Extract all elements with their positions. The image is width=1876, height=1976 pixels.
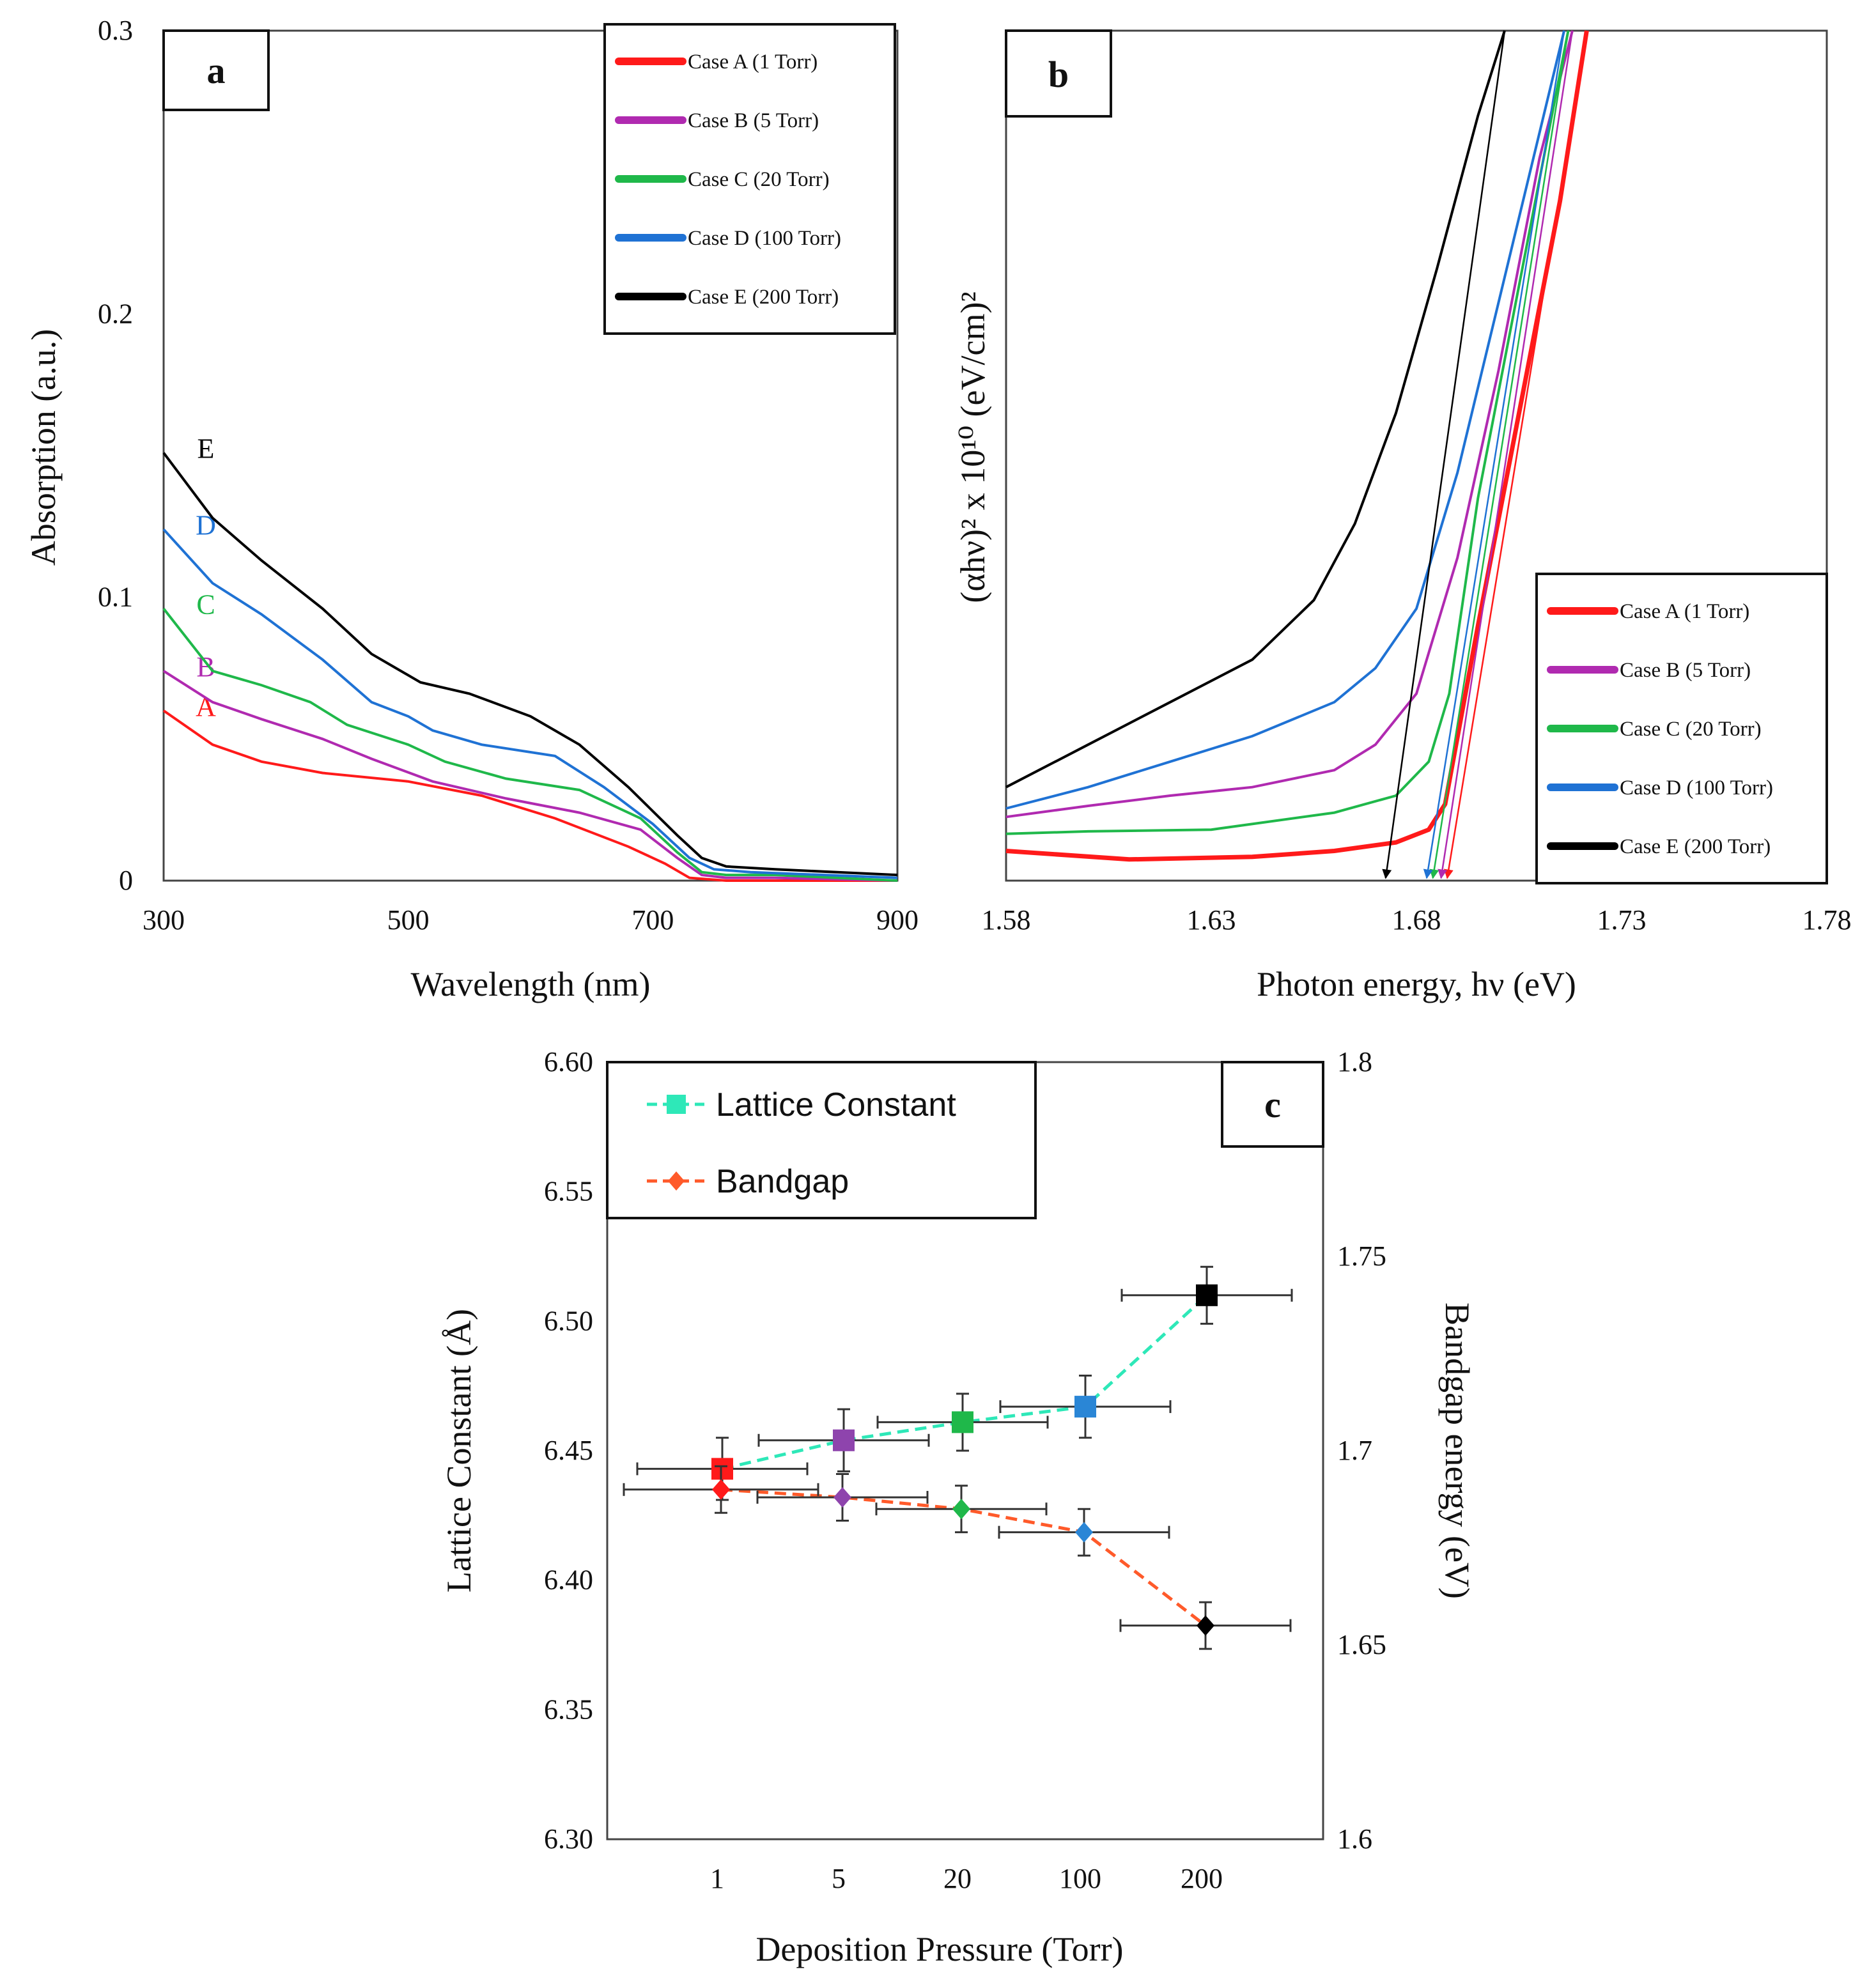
panel-c-ytick-6-45: 6.45	[544, 1435, 593, 1466]
panel-c-y2tick-1-8: 1.8	[1337, 1046, 1372, 1077]
panel-c-y2tick-1-6: 1.6	[1337, 1823, 1372, 1855]
panel-b-tangent-case-c-20-torr	[1429, 30, 1569, 879]
panel-b-tangent-case-d-100-torr	[1423, 30, 1565, 879]
panel-c-point-bandgap-20	[952, 1499, 970, 1520]
panel-b-xtick-1-78: 1.78	[1802, 904, 1852, 936]
panel-c-ytick-6-60: 6.60	[544, 1046, 593, 1077]
panel-a-legend-label-C: Case C (20 Torr)	[688, 168, 830, 191]
panel-a-ytick-0-2: 0.2	[98, 298, 133, 329]
panel-b-tangent-case-a-1-torr	[1443, 30, 1588, 879]
panel-b-label: b	[1048, 54, 1069, 95]
panel-a-legend-label-D: Case D (100 Torr)	[688, 227, 841, 250]
panel-a-plot-area	[162, 29, 899, 882]
panel-b-legend-label-case-d-100-torr: Case D (100 Torr)	[1620, 776, 1773, 799]
panel-a-xtick-700: 700	[632, 904, 674, 936]
panel-c-xtick-5: 5	[832, 1863, 846, 1894]
panel-c-legend-label-bandgap: Bandgap	[716, 1163, 849, 1200]
panel-a-ytick-0: 0	[119, 865, 133, 896]
panel-c-point-lattice-5	[833, 1429, 855, 1451]
panel-c-ylabel: Lattice Constant (Å)	[440, 1309, 478, 1593]
panel-c-ytick-6-40: 6.40	[544, 1564, 593, 1596]
panel-c-xtick-20: 20	[943, 1863, 972, 1894]
panel-a-label-box	[162, 29, 270, 111]
panel-b-tangent-case-b-5-torr	[1438, 30, 1574, 879]
panel-c-legend-label-lattice-constant: Lattice Constant	[716, 1086, 956, 1123]
panel-c-point-bandgap-1	[712, 1479, 730, 1500]
panel-c-point-lattice-20	[952, 1411, 973, 1433]
panel-c-xtick-1: 1	[710, 1863, 724, 1894]
panel-b-label-box	[1005, 29, 1112, 118]
panel-b-ylabel: (αhν)² x 10¹⁰ (eV/cm)²	[954, 291, 992, 603]
panel-a-curve-label-D: D	[196, 509, 216, 541]
panel-c-label: c	[1264, 1084, 1281, 1125]
panel-a-curve-label-C: C	[196, 589, 215, 620]
panel-c-legend-marker-bandgap	[668, 1171, 685, 1191]
panel-b-curve-case-b-5-torr	[1005, 30, 1574, 819]
panel-c-ytick-6-50: 6.50	[544, 1305, 593, 1336]
panel-c-point-bandgap-200	[1197, 1615, 1214, 1636]
panel-a-xtick-500: 500	[387, 904, 430, 936]
panel-c-xtick-100: 100	[1059, 1863, 1101, 1894]
panel-b-curve-case-a-1-torr	[1005, 30, 1589, 862]
panel-b-xtick-1-63: 1.63	[1187, 904, 1236, 936]
panel-b-xtick-1-68: 1.68	[1392, 904, 1441, 936]
panel-c-y2tick-1-65: 1.65	[1337, 1629, 1386, 1660]
panel-c-legend: Lattice Constant Bandgap	[606, 1061, 1037, 1219]
panel-a-xtick-300: 300	[143, 904, 185, 936]
panel-a-curve-A	[162, 709, 897, 882]
panel-a-curve-E	[162, 452, 898, 877]
panel-a-xlabel: Wavelength (nm)	[410, 965, 650, 1003]
panel-a-xtick-900: 900	[876, 904, 919, 936]
panel-c-point-lattice-100	[1074, 1396, 1096, 1418]
panel-c-ytick-6-35: 6.35	[544, 1694, 593, 1725]
panel-b-xtick-1-58: 1.58	[982, 904, 1031, 936]
panel-b-xtick-1-73: 1.73	[1597, 904, 1647, 936]
panel-c-xtick-200: 200	[1181, 1863, 1223, 1894]
panel-b: 1.58 1.63 1.68 1.73 1.78 Photon energy, hν (…	[954, 29, 1852, 1003]
panel-b-legend-label-case-c-20-torr: Case C (20 Torr)	[1620, 718, 1762, 741]
panel-a-legend-label-E: Case E (200 Torr)	[688, 286, 839, 309]
panel-a-legend-label-B: Case B (5 Torr)	[688, 109, 819, 132]
panel-b-legend-label-case-b-5-torr: Case B (5 Torr)	[1620, 659, 1751, 682]
panel-b-plot-area	[1005, 29, 1828, 882]
panel-b-tangent-case-e-200-torr	[1382, 30, 1506, 879]
panel-c-label-box	[1221, 1061, 1324, 1148]
panel-c-point-lattice-200	[1196, 1284, 1218, 1306]
panel-a-ylabel: Absorption (a.u.)	[24, 329, 63, 566]
panel-a-curve-label-E: E	[198, 433, 215, 465]
panel-a-curve-D	[162, 528, 898, 879]
panel-b-xlabel: Photon energy, hν (eV)	[1257, 965, 1576, 1003]
panel-c-y2label: Bandgap energy (eV)	[1438, 1302, 1477, 1599]
panel-c-ytick-6-30: 6.30	[544, 1823, 593, 1855]
panel-a-curve-label-A: A	[196, 691, 216, 722]
panel-c-point-lattice-1	[711, 1458, 733, 1480]
panel-a-label: a	[207, 50, 226, 91]
panel-a-legend-label-A: Case A (1 Torr)	[688, 50, 818, 73]
panel-a-ytick-0-1: 0.1	[98, 582, 133, 613]
panel-b-curve-case-c-20-torr	[1005, 30, 1570, 835]
panel-c-line-lattice-constant	[722, 1293, 1208, 1470]
panel-a-ytick-0-3: 0.3	[98, 15, 133, 46]
panel-c-legend-marker-lattice-constant	[667, 1095, 686, 1114]
panel-b-curve-case-d-100-torr	[1005, 30, 1566, 810]
panel-a-curve-C	[162, 608, 898, 882]
panel-c-xlabel: Deposition Pressure (Torr)	[756, 1930, 1123, 1968]
panel-c-point-bandgap-100	[1075, 1522, 1093, 1543]
panel-a-legend: Case A (1 Torr) Case B (5 Torr) Case C (20…	[603, 23, 896, 335]
panel-c-y2tick-1-7: 1.7	[1337, 1435, 1372, 1466]
panel-c: 1 5 20 100 200 6.30 6.35 6.40 6.45 6.50 6.55 6.60 1.…	[440, 1046, 1477, 1968]
panel-c-legend-box	[606, 1061, 1037, 1219]
panel-c-ytick-6-55: 6.55	[544, 1176, 593, 1207]
panel-a-curve-B	[162, 670, 898, 882]
panel-b-legend: Case A (1 Torr) Case B (5 Torr) Case C (20…	[1535, 573, 1828, 884]
panel-b-curve-case-e-200-torr	[1005, 30, 1506, 789]
panel-c-point-bandgap-5	[833, 1486, 851, 1508]
panel-b-legend-label-case-e-200-torr: Case E (200 Torr)	[1620, 835, 1771, 858]
panel-c-y2tick-1-75: 1.75	[1337, 1240, 1386, 1272]
panel-b-legend-label-case-a-1-torr: Case A (1 Torr)	[1620, 600, 1749, 623]
